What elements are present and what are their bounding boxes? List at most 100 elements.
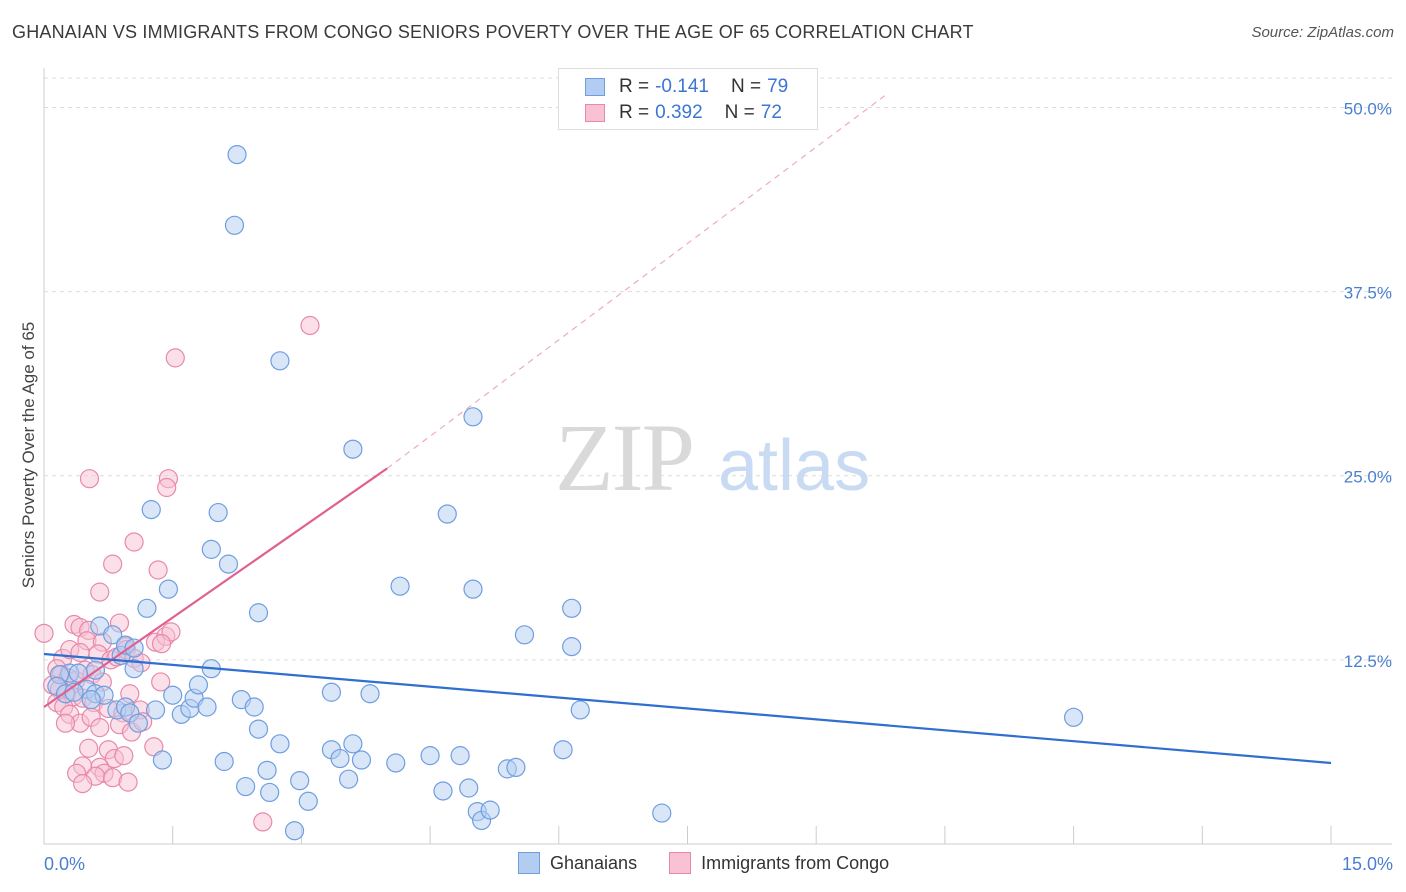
chart-title: GHANAIAN VS IMMIGRANTS FROM CONGO SENIOR… xyxy=(12,22,974,42)
x-tick-label: 0.0% xyxy=(44,854,85,874)
data-point-ghanaians xyxy=(137,598,157,618)
data-point-ghanaians xyxy=(244,697,264,717)
data-point-ghanaians xyxy=(506,757,526,778)
y-tick-label: 25.0% xyxy=(1344,468,1392,487)
data-point-congo xyxy=(70,642,90,663)
y-tick-label: 50.0% xyxy=(1344,99,1392,118)
data-point-ghanaians xyxy=(343,734,363,754)
data-point-ghanaians xyxy=(218,554,239,574)
legend-swatch-blue xyxy=(585,78,605,96)
trend-lines xyxy=(43,95,1332,765)
legend-r-label: R = xyxy=(619,102,650,123)
legend-r-label: R = xyxy=(619,76,650,97)
y-axis-label: Seniors Poverty Over the Age of 65 xyxy=(19,322,38,588)
data-point-ghanaians xyxy=(197,697,217,717)
data-point-ghanaians xyxy=(224,215,245,235)
legend-row-congo: R = 0.392 N = 72 xyxy=(585,101,782,125)
data-point-congo xyxy=(148,560,168,580)
legend-swatch-blue xyxy=(518,852,540,874)
data-point-ghanaians xyxy=(386,753,406,773)
watermark-atlas: atlas xyxy=(718,426,870,506)
trend-line-congo-extension xyxy=(386,95,886,469)
data-point-ghanaians xyxy=(360,684,380,704)
data-point-ghanaians xyxy=(459,778,479,798)
data-point-congo xyxy=(79,469,100,489)
data-point-ghanaians xyxy=(343,439,363,459)
data-point-ghanaians xyxy=(450,746,470,766)
tick-labels: 12.5% 25.0% 37.5% 50.0% 0.0% 15.0% xyxy=(44,99,1393,874)
watermark-zip: ZIP xyxy=(555,404,693,511)
data-point-ghanaians xyxy=(208,502,228,523)
data-point-congo xyxy=(300,315,320,336)
data-point-ghanaians xyxy=(463,579,483,599)
series-legend: Ghanaians Immigrants from Congo xyxy=(518,852,921,874)
data-point-ghanaians xyxy=(463,407,483,427)
data-point-ghanaians xyxy=(420,746,440,766)
data-point-ghanaians xyxy=(145,700,166,720)
axes xyxy=(43,68,1392,845)
data-point-congo xyxy=(90,582,110,602)
data-point-congo xyxy=(114,746,134,766)
legend-n-label: N = xyxy=(724,102,755,123)
legend-row-ghanaians: R = -0.141 N = 79 xyxy=(585,75,788,99)
correlation-legend: R = -0.141 N = 79 R = 0.392 N = 72 xyxy=(558,68,818,130)
data-point-congo xyxy=(103,554,123,574)
data-point-ghanaians xyxy=(103,625,123,645)
y-tick-label: 37.5% xyxy=(1344,284,1392,303)
data-point-ghanaians xyxy=(562,598,582,618)
data-point-congo xyxy=(165,348,185,368)
data-point-ghanaians xyxy=(437,504,457,524)
data-point-ghanaians xyxy=(330,748,350,769)
data-point-congo xyxy=(90,718,110,738)
data-point-ghanaians xyxy=(562,637,582,657)
data-point-ghanaians xyxy=(214,751,234,772)
data-point-ghanaians xyxy=(81,690,101,710)
data-point-ghanaians xyxy=(128,713,148,733)
data-point-congo xyxy=(55,713,76,733)
data-point-ghanaians xyxy=(290,771,310,791)
y-tick-label: 12.5% xyxy=(1344,652,1392,671)
legend-item-congo: Immigrants from Congo xyxy=(669,852,889,874)
data-point-ghanaians xyxy=(152,750,173,770)
legend-r-value: -0.141 xyxy=(655,76,709,97)
data-point-ghanaians xyxy=(158,579,179,599)
data-point-ghanaians xyxy=(351,750,372,770)
series-congo xyxy=(34,315,320,832)
data-point-congo xyxy=(124,532,144,552)
data-point-ghanaians xyxy=(141,500,161,520)
data-point-ghanaians xyxy=(163,685,183,705)
data-point-ghanaians xyxy=(321,682,342,702)
trend-line-ghanaians xyxy=(43,652,1332,765)
data-point-ghanaians xyxy=(270,351,290,371)
data-point-ghanaians xyxy=(652,803,672,823)
legend-swatch-pink xyxy=(669,852,692,874)
legend-item-ghanaians: Ghanaians xyxy=(518,852,637,874)
legend-n-value: 72 xyxy=(760,102,782,123)
legend-n-label: N = xyxy=(730,76,762,97)
legend-r-value: 0.392 xyxy=(655,102,703,123)
data-point-ghanaians xyxy=(270,734,290,754)
data-point-congo xyxy=(253,812,273,832)
source-label: Source: ZipAtlas.com xyxy=(1251,24,1394,41)
grid-lines xyxy=(44,77,1392,661)
data-point-ghanaians xyxy=(553,740,573,760)
data-point-ghanaians xyxy=(284,821,305,841)
watermark: ZIP atlas xyxy=(555,404,870,511)
data-point-ghanaians xyxy=(514,625,535,645)
data-point-ghanaians xyxy=(570,700,590,720)
data-point-ghanaians xyxy=(260,782,280,803)
data-point-congo xyxy=(73,774,93,794)
data-point-ghanaians xyxy=(248,719,269,739)
x-tick-label: 15.0% xyxy=(1342,854,1393,874)
data-point-ghanaians xyxy=(188,675,209,695)
data-point-congo xyxy=(151,634,172,654)
data-point-congo xyxy=(79,738,99,758)
data-point-congo xyxy=(118,772,138,792)
data-point-ghanaians xyxy=(124,638,144,658)
data-point-congo xyxy=(34,623,54,643)
data-point-ghanaians xyxy=(390,576,410,596)
data-point-ghanaians xyxy=(433,781,453,801)
legend-label-congo: Immigrants from Congo xyxy=(701,852,890,873)
data-point-ghanaians xyxy=(201,539,221,559)
